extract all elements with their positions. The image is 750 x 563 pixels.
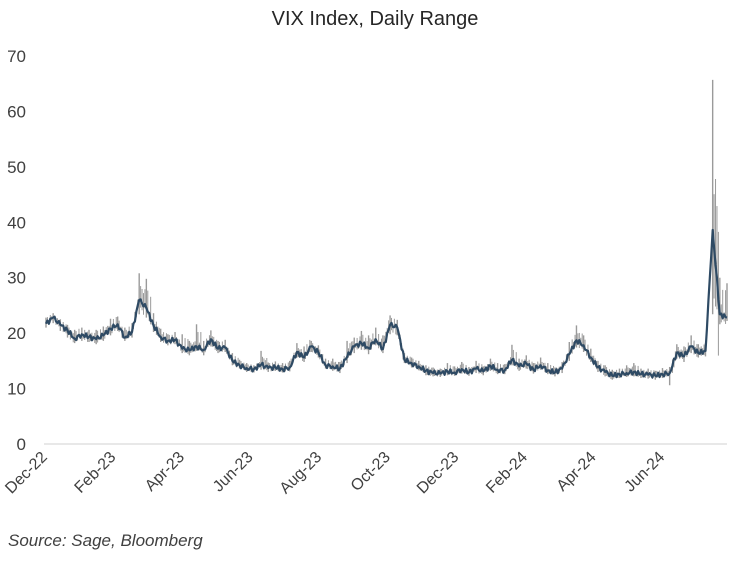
y-tick-label: 30 xyxy=(7,269,26,288)
x-tick-label: Aug-23 xyxy=(277,449,326,498)
x-tick-label: Feb-24 xyxy=(483,449,531,497)
y-axis: 0 10 20 30 40 50 60 70 xyxy=(7,47,26,454)
y-tick-label: 60 xyxy=(7,102,26,121)
y-tick-label: 70 xyxy=(7,47,26,66)
x-tick-label: Dec-23 xyxy=(414,449,463,498)
x-tick-label: Apr-23 xyxy=(142,449,188,495)
vix-close-line xyxy=(44,228,728,379)
x-tick-label: Jun-23 xyxy=(210,449,257,496)
chart-title: VIX Index, Daily Range xyxy=(271,8,479,30)
x-axis: Dec-22 Feb-23 Apr-23 Jun-23 Aug-23 Oct-23 Dec-… xyxy=(2,449,668,498)
y-tick-label: 20 xyxy=(7,324,26,343)
x-tick-label: Apr-24 xyxy=(554,449,600,495)
x-tick-label: Jun-24 xyxy=(622,449,669,496)
y-tick-label: 40 xyxy=(7,213,26,232)
y-tick-label: 10 xyxy=(7,380,26,399)
y-tick-label: 0 xyxy=(17,435,26,454)
x-tick-label: Feb-23 xyxy=(72,449,120,497)
source-note: Source: Sage, Bloomberg xyxy=(8,531,203,550)
y-tick-label: 50 xyxy=(7,158,26,177)
x-tick-label: Dec-22 xyxy=(2,449,51,498)
x-tick-label: Oct-23 xyxy=(348,449,394,495)
